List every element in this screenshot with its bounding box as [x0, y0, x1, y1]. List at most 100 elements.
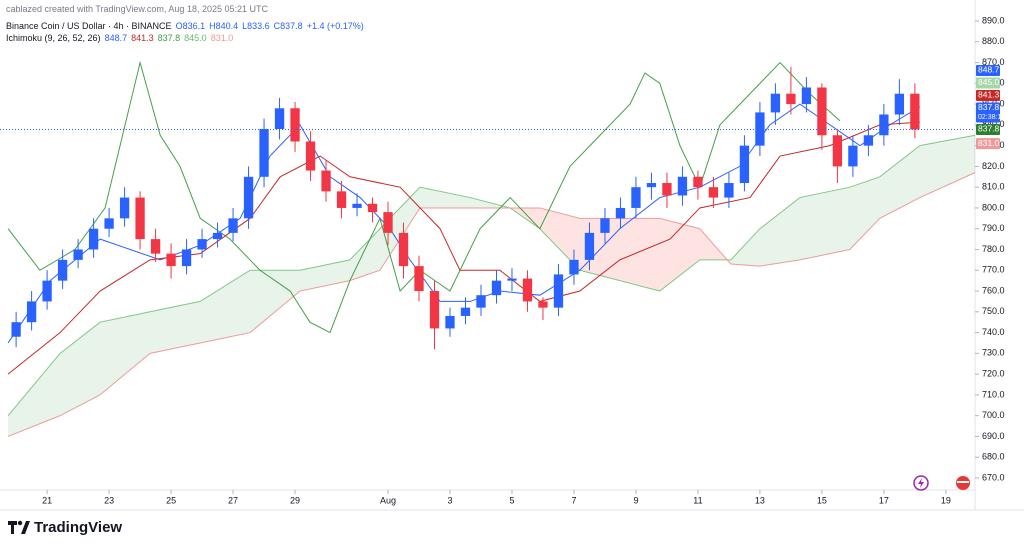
logo-mark: [17, 520, 23, 526]
candle-body: [228, 218, 238, 233]
candle-body: [57, 259, 68, 281]
candle-body: [646, 183, 657, 188]
y-tick-label: 810.0: [982, 182, 1005, 192]
y-tick-label: 880.0: [982, 36, 1005, 46]
candle-body: [11, 322, 21, 337]
candle-body: [429, 291, 440, 329]
candle-body: [243, 176, 254, 219]
candle-body: [104, 218, 114, 229]
candle-body: [584, 232, 595, 260]
price-tag: [976, 123, 1000, 135]
candle-body: [491, 280, 502, 296]
price-tag-label: 837.8: [978, 102, 1000, 112]
candle-body: [414, 266, 424, 292]
candle-body: [801, 87, 812, 105]
candle-body: [305, 141, 316, 171]
logo-mark: [21, 521, 30, 534]
x-tick-label: 25: [166, 495, 176, 505]
cloud-segment: [419, 187, 471, 208]
logo-mark: [11, 521, 14, 534]
candle-body: [166, 253, 176, 267]
candle-body: [522, 278, 533, 302]
tags-layer: 848.7 845.0 841.3 837.8 02:38:12 837.8 831.0: [976, 64, 1005, 150]
candle-body: [879, 114, 889, 136]
candle-body: [150, 239, 161, 254]
y-tick-label: 820.0: [982, 161, 1005, 171]
y-tick-label: 870.0: [982, 57, 1005, 67]
x-tick-label: 17: [879, 495, 889, 505]
candle-body: [832, 135, 843, 167]
cloud-segment: [100, 311, 150, 395]
brand: TradingView: [34, 519, 122, 536]
span-b-line: [7, 172, 976, 437]
x-tick-label: 5: [509, 495, 514, 505]
candle-body: [693, 176, 703, 188]
candle-body: [73, 249, 83, 260]
y-tick-label: 710.0: [982, 389, 1005, 399]
y-tick-label: 730.0: [982, 348, 1005, 358]
candle-body: [88, 228, 99, 250]
axis-layer: 670.0 680.0 690.0 700.0 710.0 720.0 730.0 740.0…: [0, 15, 1005, 505]
price-tag-label: 848.7: [978, 65, 1000, 75]
candle-body: [212, 232, 223, 240]
candle-body: [290, 108, 300, 142]
y-tick-label: 740.0: [982, 327, 1005, 337]
cloud-segment: [250, 270, 300, 333]
x-tick-label: 3: [447, 495, 452, 505]
candle-body: [352, 203, 362, 208]
y-tick-label: 700.0: [982, 410, 1005, 420]
x-tick-label: 7: [571, 495, 576, 505]
cloud-segment: [759, 197, 800, 267]
cloud-segment: [300, 259, 350, 292]
candle-body: [708, 187, 719, 198]
span-a-line: [7, 134, 976, 416]
x-tick-label: 29: [290, 495, 300, 505]
cloud-layer: [7, 134, 976, 437]
candle-body: [460, 307, 471, 316]
symbol-legend: Binance Coin / US Dollar · 4h · BINANCE O…: [6, 21, 364, 31]
ohlc-value: +1.4 (+0.17%): [306, 21, 364, 31]
candle-body: [910, 93, 920, 130]
y-tick-label: 890.0: [982, 15, 1005, 25]
candle-body: [894, 93, 905, 115]
ohlc-value: H840.4: [209, 21, 239, 31]
x-tick-label: 15: [817, 495, 827, 505]
indicator-value: 841.3: [131, 33, 154, 43]
y-tick-label: 790.0: [982, 223, 1005, 233]
price-tag: [976, 64, 1000, 76]
price-tag: [976, 77, 1000, 89]
indicator-value: 848.7: [104, 33, 128, 43]
y-tick-label: 750.0: [982, 306, 1005, 316]
price-tag-label: 837.8: [978, 124, 1000, 134]
price-tag: [976, 138, 1000, 150]
price-tag: [976, 89, 1000, 101]
cloud-segment: [730, 228, 760, 267]
candle-body: [770, 93, 781, 113]
candle-body: [538, 301, 548, 308]
x-tick-label: 21: [42, 495, 52, 505]
candle-body: [615, 207, 626, 219]
indicator-value: 837.8: [157, 33, 181, 43]
ohlc-value: C837.8: [273, 21, 303, 31]
watermark-text: cablazed created with TradingView.com, A…: [6, 4, 268, 14]
candle-body: [181, 249, 192, 267]
cloud-segment: [8, 353, 61, 437]
cloud-segment: [879, 145, 920, 219]
indicator-legend: Ichimoku (9, 26, 52, 26) 848.7 841.3 837.8 8…: [6, 33, 233, 43]
cloud-segment: [379, 187, 420, 271]
y-tick-label: 670.0: [982, 472, 1005, 482]
cloud-segment: [619, 218, 660, 292]
y-tick-label: 680.0: [982, 452, 1005, 462]
x-tick-label: 9: [633, 495, 638, 505]
cloud-segment: [349, 228, 380, 281]
symbol-title: Binance Coin / US Dollar · 4h · BINANCE: [6, 21, 172, 31]
y-tick-label: 780.0: [982, 244, 1005, 254]
ohlc-value: L833.6: [242, 21, 270, 31]
alert-icon-bolt: [918, 478, 924, 488]
candle-body: [274, 108, 285, 130]
candle-body: [476, 295, 486, 308]
watermark: cablazed created with TradingView.com, A…: [6, 4, 268, 14]
indicator-line: [7, 103, 921, 344]
